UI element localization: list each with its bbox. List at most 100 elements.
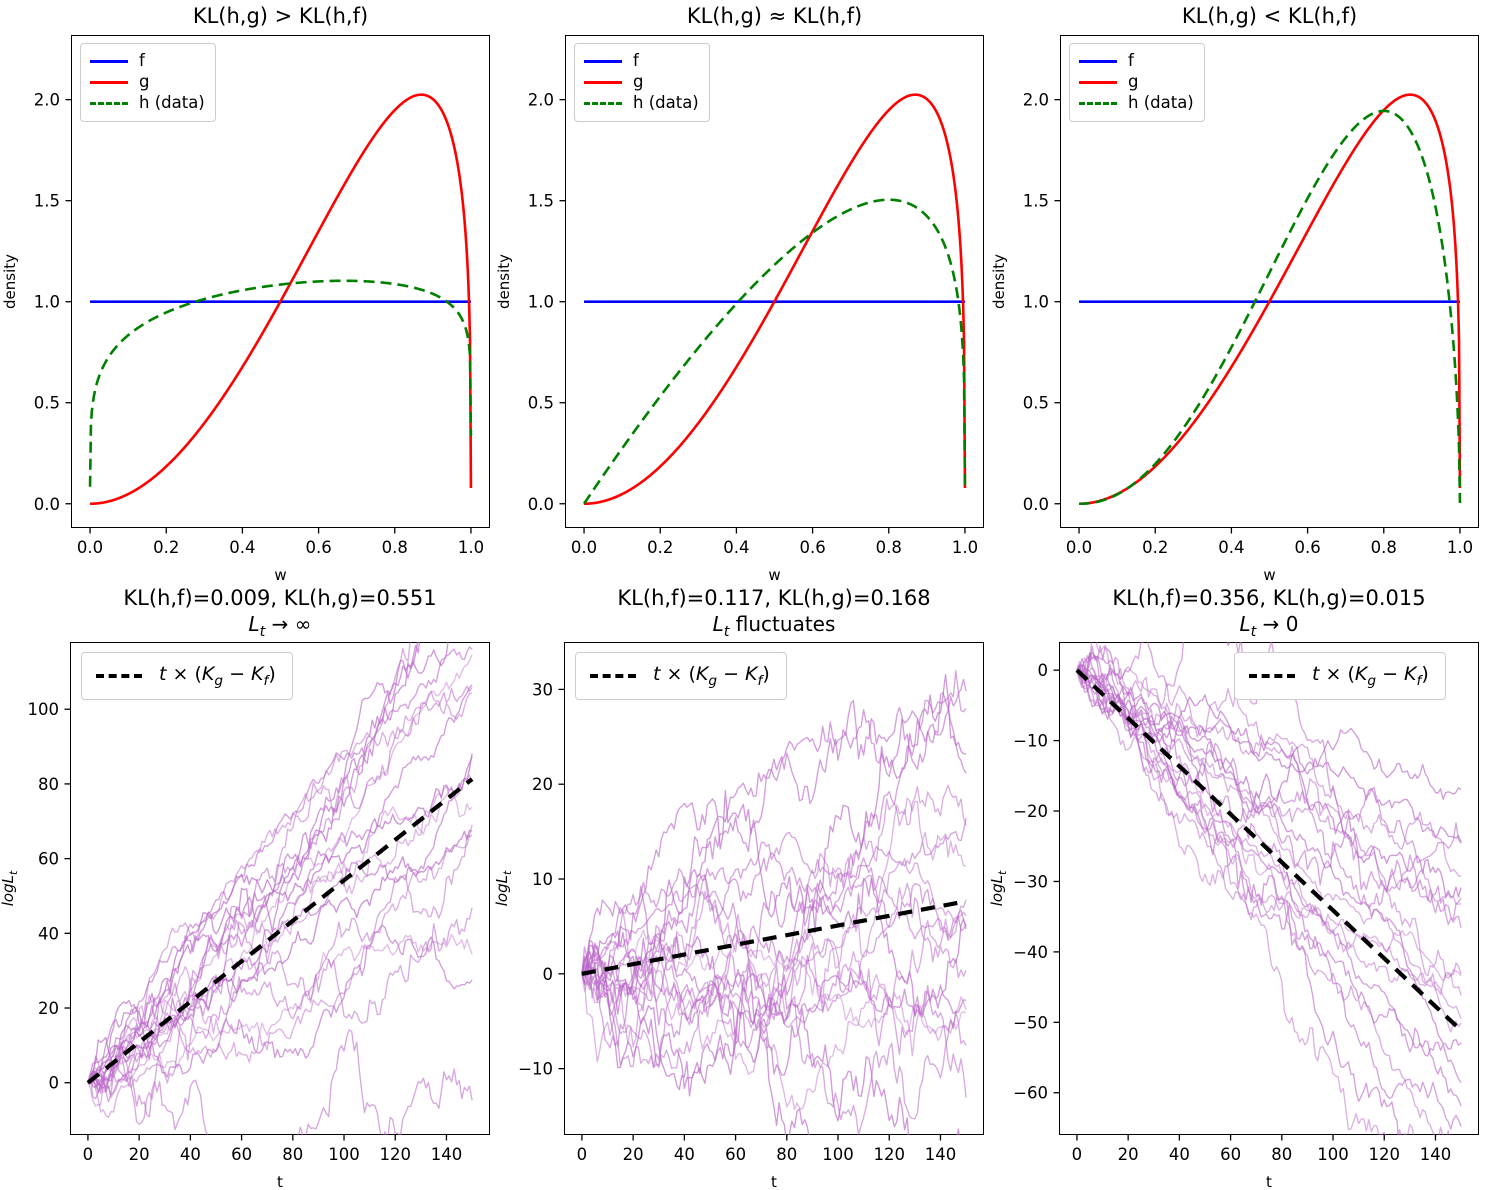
yaxis-label-density-left: density xyxy=(1,254,19,309)
trajectory-path xyxy=(1076,646,1462,898)
trajectory-path xyxy=(581,877,967,1064)
xtick-label: 1.0 xyxy=(458,538,484,557)
density-curve-g xyxy=(89,93,473,506)
plot-density-right: 0.0 0.2 0.4 0.6 0.8 1.0 0.0 0.5 1.0 1.5 2.0 w densit… xyxy=(990,91,1473,584)
xtick-label: 1.0 xyxy=(1447,538,1473,557)
xtick-label: 80 xyxy=(776,1145,797,1164)
ytick-label: 1.0 xyxy=(34,293,60,312)
xtick-label: 0.8 xyxy=(382,538,408,557)
density-curve-hdata xyxy=(1078,109,1462,506)
yaxis-label-traj-middle: logLt xyxy=(493,870,514,906)
reference-line xyxy=(581,899,967,976)
xtick-label: 0.6 xyxy=(305,538,331,557)
ytick-label: 2.0 xyxy=(34,91,60,110)
xtick-label: 140 xyxy=(1420,1145,1452,1164)
legend-traj-left[interactable]: t × (Kg − Kf) xyxy=(81,652,293,700)
plot-traj-middle: 0 20 40 60 80 100 120 140 −10 0 10 20 30 t logLt xyxy=(493,670,967,1190)
ytick-label: −20 xyxy=(1013,802,1048,821)
panel-subtitle-traj-right: Lt → 0 xyxy=(1239,612,1299,640)
trajectory-path xyxy=(1076,665,1462,843)
trajectory-path xyxy=(87,654,473,1083)
legend-swatch-hdata-icon xyxy=(1079,102,1117,105)
xtick-label: 80 xyxy=(1271,1145,1292,1164)
xtick-label: 120 xyxy=(1368,1145,1400,1164)
legend-label: g xyxy=(633,72,644,92)
trajectory-path xyxy=(581,692,967,1001)
trajectory-path xyxy=(581,831,967,975)
panel-subtitle-traj-middle: Lt fluctuates xyxy=(712,612,836,640)
trajectory-path xyxy=(581,678,967,974)
xtick-label: 20 xyxy=(1118,1145,1139,1164)
legend-traj-right[interactable]: t × (Kg − Kf) xyxy=(1234,652,1446,700)
xtick-label: 20 xyxy=(623,1145,644,1164)
trajectory-path xyxy=(581,817,967,976)
ytick-label: 20 xyxy=(532,775,553,794)
xtick-label: 0.6 xyxy=(1294,538,1320,557)
xtick-label: 120 xyxy=(379,1145,411,1164)
ytick-label: −10 xyxy=(1013,732,1048,751)
legend-traj-middle[interactable]: t × (Kg − Kf) xyxy=(575,652,787,700)
density-curve-hdata xyxy=(582,198,967,505)
ytick-label: 0.0 xyxy=(528,495,554,514)
legend-label: f xyxy=(139,51,145,71)
panel-title-traj-right: KL(h,f)=0.356, KL(h,g)=0.015 xyxy=(1112,586,1426,610)
panel-subtitle-traj-left: Lt → ∞ xyxy=(248,612,312,640)
xtick-label: 0.8 xyxy=(876,538,902,557)
trajectory-path xyxy=(1076,664,1462,996)
trajectory-path xyxy=(1076,669,1462,801)
legend-row: g xyxy=(584,72,699,93)
xtick-label: 60 xyxy=(725,1145,746,1164)
xtick-label: 0.4 xyxy=(723,538,749,557)
xtick-label: 100 xyxy=(328,1145,360,1164)
legend-label: h (data) xyxy=(633,93,699,113)
trajectory-path xyxy=(87,907,473,1125)
trajectory-path xyxy=(87,646,473,1084)
xaxis-label-density-left: w xyxy=(274,566,286,584)
density-curve-hdata xyxy=(88,279,473,487)
trajectory-path xyxy=(581,673,967,988)
ytick-label: 1.0 xyxy=(1023,293,1049,312)
xtick-label: 100 xyxy=(1317,1145,1349,1164)
legend-row: h (data) xyxy=(1079,93,1194,114)
legend-label-reference: t × (Kg − Kf) xyxy=(1312,663,1429,689)
trajectory-path xyxy=(581,924,967,1135)
trajectory-path xyxy=(87,924,473,1084)
legend-swatch-f-icon xyxy=(90,60,128,63)
xaxis-label-traj-right: t xyxy=(1266,1173,1272,1190)
legend-swatch-g-icon xyxy=(1079,81,1117,84)
legend-swatch-reference-line-icon xyxy=(96,674,142,678)
legend-swatch-reference-line-icon xyxy=(590,674,636,678)
ytick-label: 1.5 xyxy=(34,192,60,211)
trajectory-path xyxy=(581,956,967,1111)
ytick-label: 40 xyxy=(38,924,59,943)
legend-row: h (data) xyxy=(90,93,205,114)
legend-row: g xyxy=(1079,72,1194,93)
xtick-label: 40 xyxy=(674,1145,695,1164)
ytick-label: −10 xyxy=(518,1060,553,1079)
xtick-label: 0.0 xyxy=(571,538,597,557)
xtick-label: 0.2 xyxy=(153,538,179,557)
yaxis-label-traj-right: logLt xyxy=(988,870,1009,906)
trajectory-path xyxy=(581,882,967,1070)
legend-swatch-g-icon xyxy=(584,81,622,84)
xtick-label: 0.0 xyxy=(77,538,103,557)
legend-row: f xyxy=(1079,51,1194,72)
trajectory-path xyxy=(87,824,473,1118)
legend-label: h (data) xyxy=(1128,93,1194,113)
xtick-label: 0 xyxy=(83,1145,94,1164)
plot-density-middle: 0.0 0.2 0.4 0.6 0.8 1.0 0.0 0.5 1.0 1.5 2.0 w densit… xyxy=(495,91,978,584)
xaxis-label-traj-middle: t xyxy=(771,1173,777,1190)
yaxis-label-traj-left: logLt xyxy=(0,870,20,906)
xtick-label: 0.2 xyxy=(647,538,673,557)
xtick-label: 1.0 xyxy=(952,538,978,557)
ytick-label: 1.5 xyxy=(1023,192,1049,211)
xtick-label: 80 xyxy=(282,1145,303,1164)
trajectory-path xyxy=(87,933,473,1089)
trajectory-path xyxy=(581,929,967,1036)
trajectory-path xyxy=(87,690,473,1083)
plot-traj-left: 0 20 40 60 80 100 120 140 0 20 40 60 80 100 t logLt xyxy=(0,642,474,1190)
